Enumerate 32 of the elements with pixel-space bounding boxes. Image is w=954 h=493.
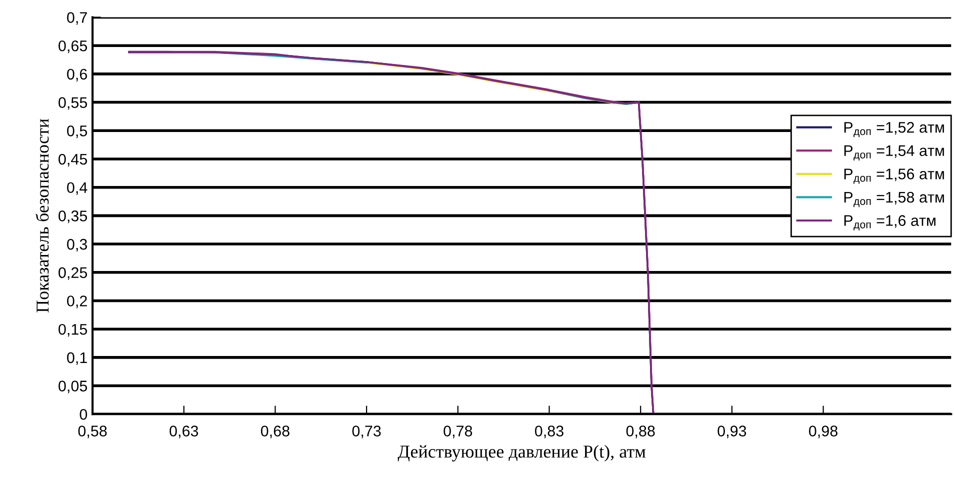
- y-tick-label: 0,05: [58, 380, 88, 394]
- y-tick-label: 0,3: [67, 238, 88, 252]
- y-tick-label: 0,7: [67, 12, 87, 25]
- legend-label: P$_{доп}$ =1,54 атм: [844, 145, 944, 160]
- y-tick-label: 0,4: [67, 182, 88, 195]
- legend-label: P$_{доп}$ =1,52 атм: [844, 122, 944, 138]
- legend-label: P$_{доп}$ =1,6 атм: [844, 215, 936, 230]
- x-tick-label: 0,58: [78, 426, 107, 438]
- x-tick-label: 0,68: [260, 426, 290, 438]
- y-tick-label: 0,6: [67, 68, 88, 82]
- y-tick-label: 0,5: [67, 126, 88, 138]
- x-tick-label: 0,98: [808, 426, 838, 438]
- x-axis-title: Действующее давление P(t), атм: [398, 445, 646, 462]
- legend-label: P$_{доп}$ =1,58 атм: [844, 192, 944, 208]
- y-tick-label: 0: [80, 408, 88, 420]
- y-tick-label: 0,1: [67, 352, 87, 365]
- y-axis-title: Показатель безопасности: [36, 118, 49, 312]
- y-tick-label: 0,55: [58, 97, 88, 110]
- y-tick-label: 0,65: [58, 40, 88, 54]
- x-tick-label: 0,83: [534, 426, 564, 438]
- y-tick-label: 0,45: [58, 154, 88, 166]
- x-tick-label: 0,93: [718, 426, 746, 438]
- y-tick-label: 0,25: [58, 267, 88, 280]
- x-tick-label: 0,88: [626, 426, 655, 438]
- legend-label: P$_{доп}$ =1,56 атм: [844, 168, 944, 184]
- x-tick-label: 0,78: [444, 426, 472, 438]
- y-tick-label: 0,2: [67, 296, 87, 308]
- y-tick-label: 0,15: [58, 324, 88, 337]
- x-tick-label: 0,63: [170, 426, 198, 438]
- y-tick-label: 0,35: [58, 210, 88, 224]
- line-series: [366, 62, 627, 105]
- x-tick-label: 0,73: [352, 426, 381, 438]
